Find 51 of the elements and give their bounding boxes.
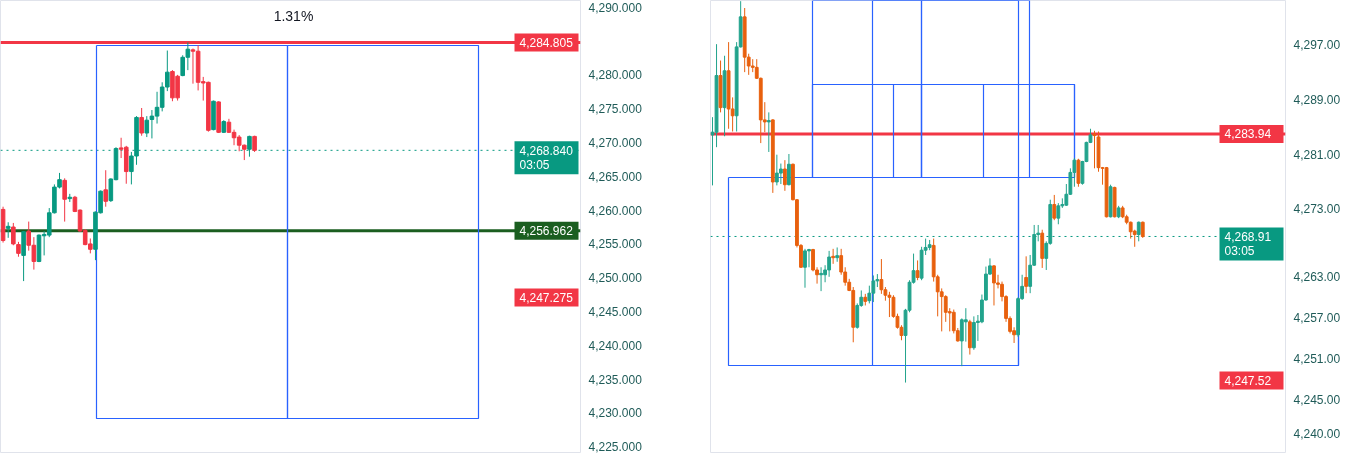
candlestick [766,111,771,153]
candlestick [803,248,807,289]
y-tick-label: 4,265.000 [588,169,643,184]
candlestick [1052,194,1057,221]
candlestick [915,259,920,281]
y-tick-label: 4,280.000 [588,68,643,83]
candlestick [149,109,155,139]
y-tick-label: 4,289.00 [1293,92,1341,107]
candlestick [819,266,823,292]
candlestick [827,250,832,278]
y-tick-label: 4,245.00 [1293,393,1341,408]
candlestick [992,264,996,306]
y-tick-label: 4,260.000 [588,203,643,218]
y-tick-label: 4,255.000 [588,237,643,252]
candlestick [1056,202,1061,225]
ref-line-label: 4,268.840 03:05 [519,143,574,173]
y-tick-label: 4,251.00 [1293,352,1341,367]
candlestick [144,115,150,138]
y-tick-label: 4,263.00 [1293,270,1341,285]
y-tick-label: 4,297.00 [1293,38,1341,53]
y-tick-label: 4,235.000 [588,372,643,387]
y-tick-label: 4,240.00 [1293,427,1341,442]
y-tick-label: 4,270.000 [588,135,643,150]
candlestick [963,307,968,343]
y-tick-label: 4,225.000 [588,440,643,453]
candlestick [139,107,144,137]
candlestick [21,230,26,282]
y-tick-label: 4,230.000 [588,406,643,421]
ref-line-label: 4,283.94 [1224,127,1272,142]
y-tick-label: 4,281.00 [1293,147,1341,162]
y-tick-label: 4,240.000 [588,338,643,353]
candlestick [879,258,884,295]
candlestick [62,177,67,223]
annotation: 4,247.52 [1224,374,1272,388]
candlestick [103,169,109,208]
candlestick [782,159,787,192]
annotation: 1.31% [273,7,314,24]
ref-line-label: 4,284.805 [519,35,574,50]
annotation: 4,247.275 [519,291,574,305]
y-tick-label: 4,250.000 [588,271,643,286]
y-tick-label: 4,257.00 [1293,311,1341,326]
candlestick [887,291,892,318]
candlestick [787,153,791,186]
ref-line-label: 4,268.91 03:05 [1224,229,1272,259]
candlestick [774,154,779,186]
candlestick [778,163,783,185]
ref-line-label: 4,256.962 [519,224,574,239]
y-tick-label: 4,245.000 [588,305,643,320]
y-tick-label: 4,290.000 [588,0,643,15]
y-tick-label: 4,275.000 [588,102,643,117]
y-tick-label: 4,273.00 [1293,202,1341,217]
